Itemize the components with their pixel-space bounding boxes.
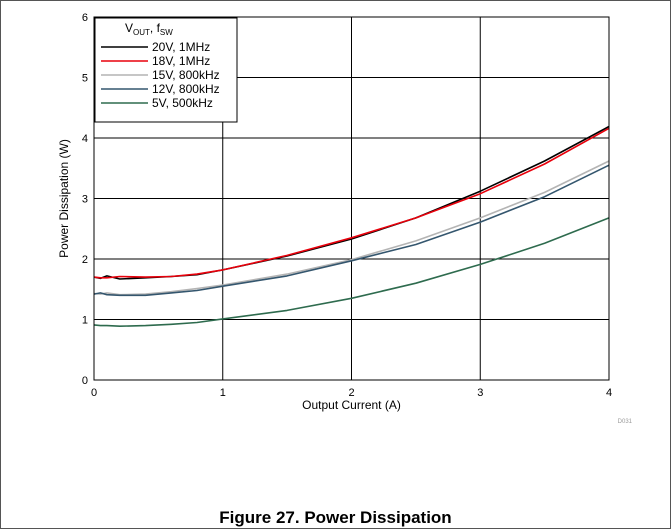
x-axis-label: Output Current (A) bbox=[302, 398, 401, 412]
legend-box bbox=[94, 17, 238, 123]
series-line-2 bbox=[93, 127, 610, 279]
legend-label: 15V, 800kHz bbox=[152, 68, 220, 82]
y-tick-label: 0 bbox=[82, 375, 88, 387]
legend-label: 12V, 800kHz bbox=[152, 82, 220, 96]
series-line-5 bbox=[93, 217, 610, 328]
y-tick-label: 3 bbox=[82, 194, 88, 206]
legend-title-out: OUT bbox=[133, 28, 150, 37]
legend-title-sw: SW bbox=[160, 28, 173, 37]
series-lines bbox=[93, 125, 610, 328]
tick-labels: 0 1 2 3 4 0 1 2 3 4 5 6 bbox=[82, 12, 612, 399]
y-tick-label: 1 bbox=[82, 315, 88, 327]
chart-code: D031 bbox=[618, 419, 633, 425]
legend-label: 5V, 500kHz bbox=[152, 96, 213, 110]
series-line-4 bbox=[93, 164, 610, 297]
power-dissipation-chart: 0 1 2 3 4 0 1 2 3 4 5 6 Output Current (A) Power Di… bbox=[57, 12, 633, 425]
y-tick-label: 2 bbox=[82, 254, 88, 266]
y-axis-label: Power Dissipation (W) bbox=[57, 139, 71, 258]
legend-label: 18V, 1MHz bbox=[152, 54, 210, 68]
y-tick-label: 5 bbox=[82, 73, 88, 85]
legend-title-v: V bbox=[125, 21, 133, 35]
x-tick-label: 4 bbox=[606, 387, 612, 399]
figure-caption: Figure 27. Power Dissipation bbox=[219, 508, 452, 527]
legend-title: VOUT, fSW bbox=[125, 21, 173, 37]
legend-title-sep: , f bbox=[150, 21, 161, 35]
x-tick-label: 3 bbox=[477, 387, 483, 399]
series-line-3 bbox=[93, 160, 610, 296]
x-tick-label: 1 bbox=[220, 387, 226, 399]
y-tick-label: 6 bbox=[82, 12, 88, 24]
plot-border bbox=[93, 16, 610, 381]
y-tick-label: 4 bbox=[82, 133, 88, 145]
x-tick-label: 2 bbox=[348, 387, 354, 399]
x-tick-label: 0 bbox=[91, 387, 97, 399]
legend-label: 20V, 1MHz bbox=[152, 40, 210, 54]
